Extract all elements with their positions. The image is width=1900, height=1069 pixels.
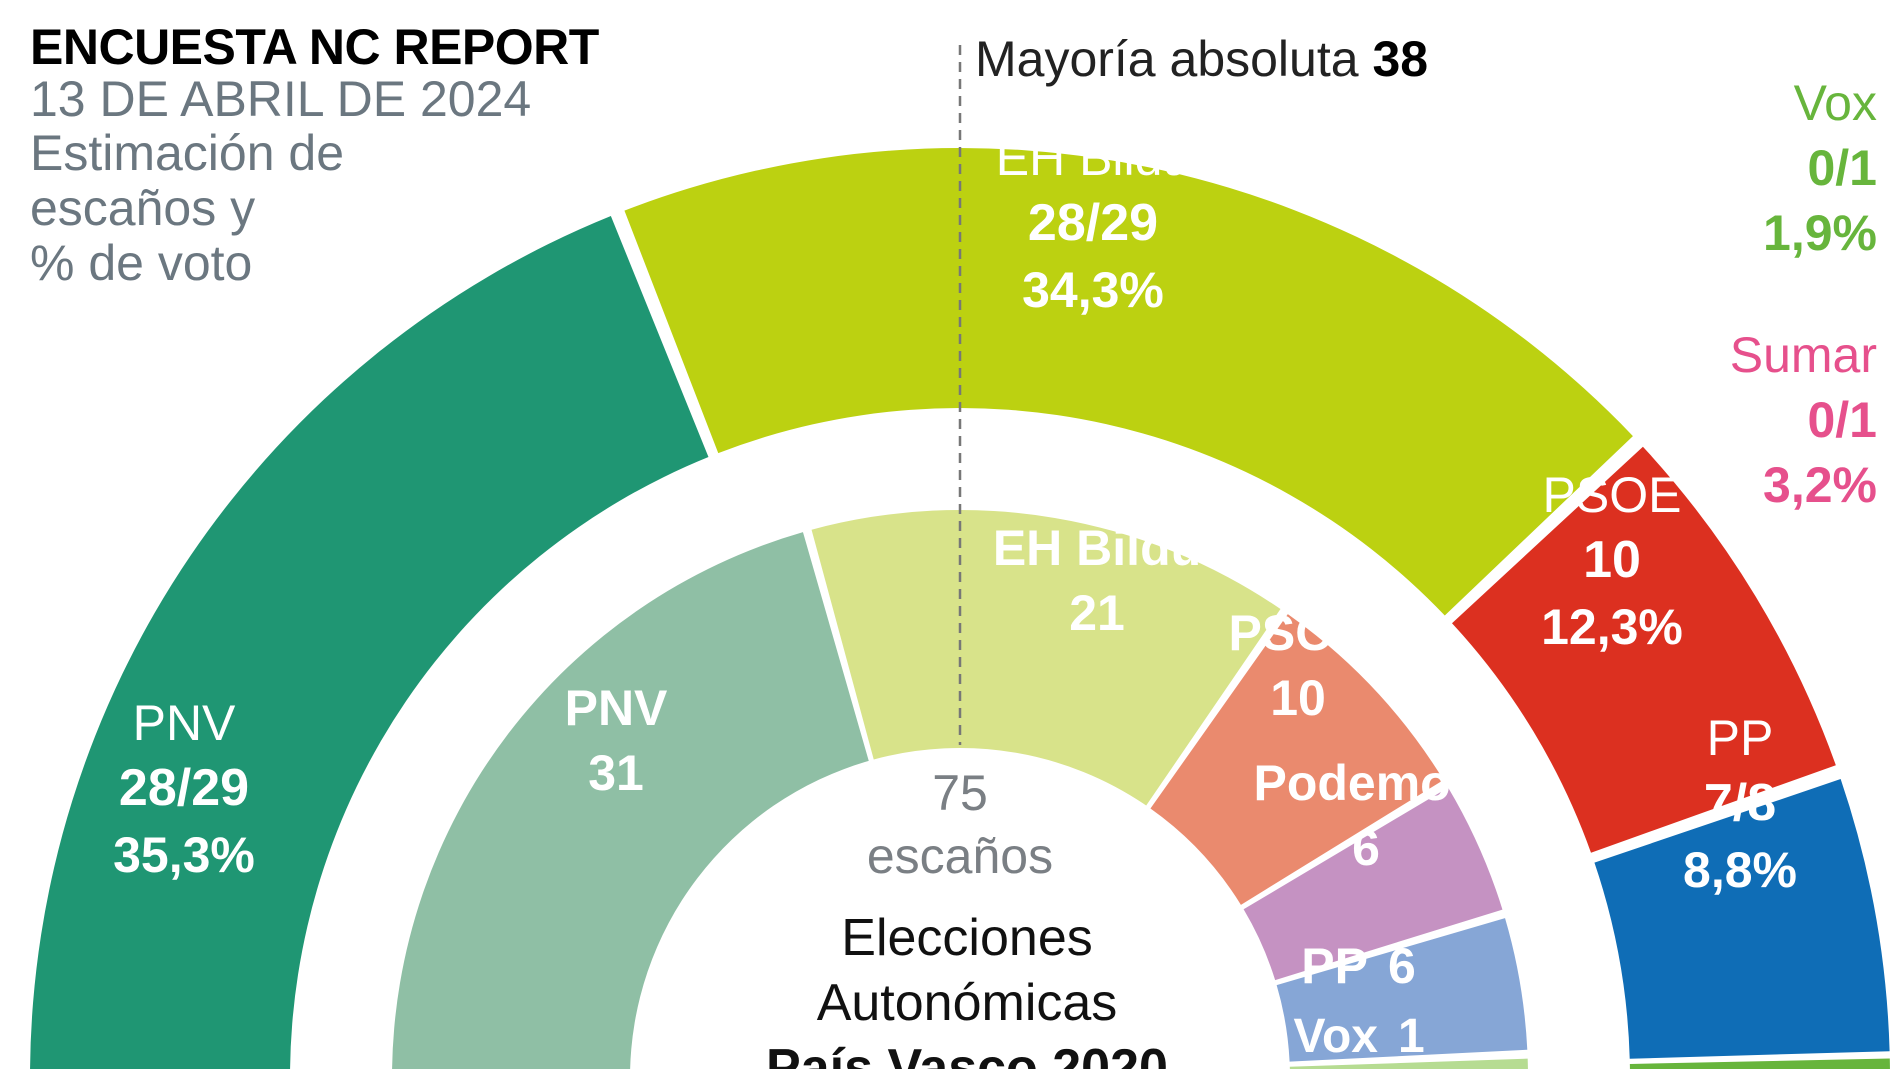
- outer-slice-pnv: [30, 216, 709, 1069]
- outer-label-pct-pnv: 35,3%: [113, 827, 255, 883]
- inner-label-name-pnv: PNV: [565, 680, 668, 736]
- inner-label-seats-psoe: 10: [1270, 670, 1326, 726]
- center-total-label: escaños: [867, 828, 1053, 884]
- inner-label-seats-eh-bildu: 21: [1069, 585, 1125, 641]
- inner-label-name-podemos: Podemos: [1253, 755, 1478, 811]
- center-total-seats: 75: [932, 765, 988, 821]
- outer-label-seats-pp: 7/8: [1704, 774, 1776, 832]
- side-label-seats-vox: 0/1: [1807, 140, 1877, 196]
- outer-ring-2024: [30, 147, 1890, 1069]
- outer-slice-vox: [1629, 1058, 1890, 1069]
- outer-label-name-pnv: PNV: [133, 695, 236, 751]
- outer-slice-pp: [1594, 779, 1890, 1059]
- majority-label: Mayoría absoluta 38: [975, 30, 1428, 88]
- outer-label-seats-psoe: 10: [1583, 531, 1641, 589]
- inner-label-name-psoe: PSOE: [1229, 605, 1368, 661]
- subtitle-line-2: escaños y: [30, 180, 256, 236]
- inner-slice-podemos: [1243, 787, 1503, 981]
- outer-label-seats-eh-bildu: 28/29: [1028, 194, 1158, 252]
- outer-label-name-eh-bildu: EH Bildu: [996, 130, 1191, 186]
- inner-label-name-vox: Vox: [1294, 1010, 1379, 1063]
- chart-title: ENCUESTA NC REPORT: [30, 19, 599, 75]
- inner-slice-psoe: [1150, 614, 1444, 905]
- inner-label-seats-pnv: 31: [588, 745, 644, 801]
- outer-label-pct-pp: 8,8%: [1683, 842, 1797, 898]
- subtitle-line-3: % de voto: [30, 235, 253, 291]
- inner-label-seats-pp: 6: [1388, 938, 1416, 994]
- outer-label-pct-psoe: 12,3%: [1541, 599, 1683, 655]
- center-line-3: País Vasco 2020: [766, 1039, 1168, 1069]
- outer-label-name-pp: PP: [1707, 710, 1774, 766]
- chart-date: 13 DE ABRIL DE 2024: [30, 71, 532, 127]
- outer-slice-eh-bildu: [624, 147, 1633, 616]
- center-line-2: Autonómicas: [817, 974, 1118, 1032]
- outer-label-seats-pnv: 28/29: [119, 759, 249, 817]
- inner-slice-vox: [1289, 1058, 1528, 1069]
- inner-label-seats-podemos: 6: [1352, 820, 1380, 876]
- inner-slice-pnv: [392, 532, 869, 1069]
- side-label-name-vox: Vox: [1794, 75, 1877, 131]
- outer-label-pct-eh-bildu: 34,3%: [1022, 262, 1164, 318]
- inner-slice-eh-bildu: [811, 510, 1281, 806]
- side-label-pct-sumar: 3,2%: [1763, 457, 1877, 513]
- inner-label-name-eh-bildu: EH Bildu: [993, 520, 1201, 576]
- majority-text: Mayoría absoluta: [975, 31, 1359, 87]
- side-label-seats-sumar: 0/1: [1807, 392, 1877, 448]
- inner-label-name-pp: PP: [1301, 938, 1368, 994]
- chart-labels: PNV 28/29 35,3% EH Bildu 28/29 34,3% PSOE 10 12,…: [113, 75, 1877, 1063]
- outer-label-name-psoe: PSOE: [1543, 467, 1682, 523]
- side-label-name-sumar: Sumar: [1730, 327, 1877, 383]
- inner-label-seats-vox: 1: [1398, 1010, 1425, 1063]
- outer-slice-psoe: [1451, 446, 1836, 853]
- side-label-pct-vox: 1,9%: [1763, 205, 1877, 261]
- inner-slice-pp: [1276, 918, 1528, 1062]
- center-line-1: Elecciones: [841, 909, 1092, 967]
- center-text: 75 escaños Elecciones Autonómicas País Vasco…: [766, 765, 1168, 1069]
- subtitle-line-1: Estimación de: [30, 125, 345, 181]
- majority-value: 38: [1372, 31, 1429, 87]
- inner-ring-2020: [392, 510, 1528, 1069]
